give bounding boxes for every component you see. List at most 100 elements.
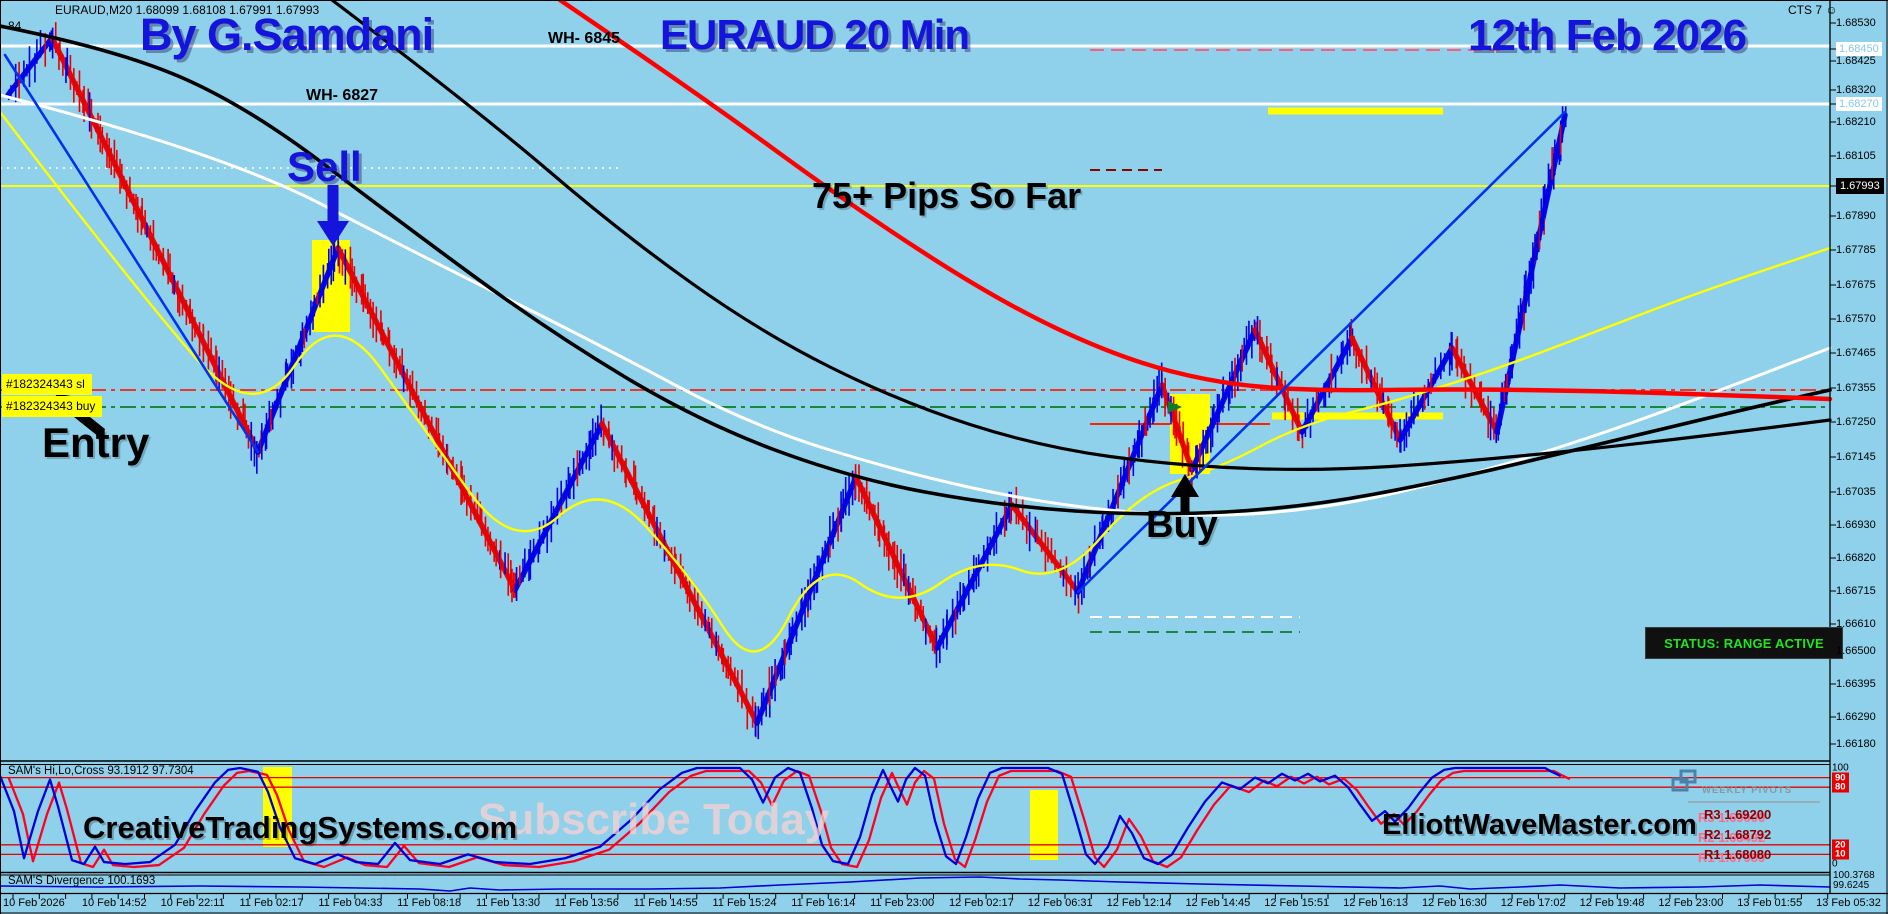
black-ma-fast — [330, 0, 1832, 471]
time-tick-label: 11 Feb 04:33 — [318, 897, 383, 909]
time-tick-label: 11 Feb 02:17 — [239, 897, 304, 909]
entry-annotation: Entry — [42, 419, 150, 466]
sell-annotation: Sell — [287, 143, 362, 190]
buy-arrow-icon — [1171, 474, 1199, 515]
author-byline: By G.Samdani — [140, 9, 434, 60]
price-tick-label: 1.68425 — [1836, 55, 1876, 67]
time-tick-label: 12 Feb 19:48 — [1579, 897, 1645, 909]
price-tick-label: 1.66820 — [1836, 552, 1876, 564]
pivot-row-r2: R2 1.68492 R2 1.68792 — [1698, 827, 1830, 845]
subscribe-watermark: Subscribe Today — [478, 795, 830, 844]
pivot-r1-weekly: R1 1.67989 — [1698, 850, 1766, 865]
oscillator-scale-label: 10 — [1832, 848, 1849, 860]
order-sl-label: #182324343 sl — [2, 374, 92, 395]
time-tick-label: 12 Feb 23:00 — [1658, 897, 1724, 909]
oscillator-scale-label: 100 — [1832, 762, 1849, 774]
time-tick-label: 11 Feb 13:30 — [475, 897, 540, 909]
pips-annotation: 75+ Pips So Far — [812, 175, 1082, 216]
time-tick-label: 12 Feb 16:13 — [1343, 897, 1408, 909]
black-ma-slow — [0, 24, 1832, 516]
time-tick-label: 10 Feb 2026 — [3, 897, 65, 909]
time-tick-label: 12 Feb 16:30 — [1421, 897, 1487, 909]
price-tick-label: 1.66715 — [1836, 585, 1876, 597]
pivot-row-r1: R1 1.67989 R1 1.68080 — [1698, 847, 1830, 865]
price-tick-label: 1.66180 — [1836, 738, 1876, 750]
time-tick-label: 13 Feb 01:55 — [1737, 897, 1803, 909]
price-tick-label: 1.68210 — [1836, 116, 1876, 128]
oscillator-scale-label: 80 — [1832, 781, 1849, 793]
pivot-r2-daily: R2 1.68792 — [1704, 827, 1772, 842]
bar-count: 84 — [8, 19, 22, 33]
weekly-high-6827-label: WH- 6827 — [306, 87, 379, 104]
red-ma — [557, 0, 1833, 402]
chart-title: EURAUD 20 Min — [660, 11, 970, 58]
price-tick-label: 1.66290 — [1836, 711, 1876, 723]
brand-left-text: CreativeTradingSystems.com — [83, 810, 518, 845]
candles — [5, 22, 1568, 740]
price-tick-label: 1.68530 — [1836, 17, 1876, 29]
price-tick-label: 1.68450 — [1836, 42, 1882, 56]
pages-icon[interactable] — [1671, 769, 1697, 793]
sell-arrow-icon — [317, 185, 349, 246]
price-tick-label: 1.67465 — [1836, 347, 1876, 359]
price-tick-label: 1.67993 — [1836, 178, 1884, 194]
pivot-row-r3: R3 1.69000 R3 1.69200 — [1698, 807, 1830, 825]
pivot-r3-daily: R3 1.69200 — [1704, 807, 1772, 822]
pivot-header: WEEKLY PIVOTS — [1702, 785, 1793, 796]
price-tick-label: 1.66930 — [1836, 519, 1876, 531]
time-tick-label: 11 Feb 16:14 — [791, 897, 856, 909]
status-banner: STATUS: RANGE ACTIVE — [1645, 627, 1843, 659]
time-tick-label: 11 Feb 14:55 — [633, 897, 698, 909]
time-tick-label: 12 Feb 12:14 — [1106, 897, 1172, 909]
time-tick-label: 11 Feb 15:24 — [712, 897, 777, 909]
yellow-ma — [0, 110, 1832, 653]
white-ma — [0, 93, 1832, 517]
cts-text: CTS 7 — [1788, 3, 1823, 17]
price-tick-label: 1.68105 — [1836, 150, 1876, 162]
price-tick-label: 1.68270 — [1836, 97, 1882, 111]
oscillator-scale-label: 90 — [1832, 772, 1849, 784]
time-tick-label: 12 Feb 02:17 — [948, 897, 1014, 909]
time-tick-label: 11 Feb 13:56 — [554, 897, 619, 909]
oscillator-signal-zone-1 — [263, 767, 292, 847]
time-tick-label: 10 Feb 14:52 — [81, 897, 147, 909]
brand-right-text: ElliottWaveMaster.com — [1382, 809, 1697, 841]
oscillator-waves — [0, 766, 1571, 869]
divergence-title: SAM'S Divergence 100.1693 — [8, 875, 156, 887]
time-tick-label: 12 Feb 17:02 — [1500, 897, 1566, 909]
divergence-line — [0, 876, 1831, 892]
price-tick-label: 1.67890 — [1836, 210, 1876, 222]
cts-indicator-label: CTS 7 ☺ — [1788, 4, 1838, 16]
order-buy-label: #182324343 buy — [2, 396, 103, 417]
price-tick-label: 1.67145 — [1836, 451, 1876, 463]
price-tick-label: 1.68320 — [1836, 84, 1876, 96]
pivot-r3-weekly: R3 1.69000 — [1698, 810, 1766, 825]
price-tick-label: 1.66610 — [1836, 618, 1876, 630]
price-tick-label: 1.66395 — [1836, 678, 1876, 690]
price-tick-label: 1.66500 — [1836, 645, 1876, 657]
chart-date: 12th Feb 2026 — [1468, 11, 1747, 60]
pivot-r2-weekly: R2 1.68492 — [1698, 830, 1766, 845]
price-tick-label: 1.67570 — [1836, 313, 1876, 325]
time-tick-label: 12 Feb 06:31 — [1027, 897, 1093, 909]
time-tick-label: 12 Feb 14:45 — [1185, 897, 1251, 909]
weekly-high-6845-label: WH- 6845 — [548, 30, 621, 47]
oscillator-title: SAM's Hi,Lo,Cross 93.1912 97.7304 — [8, 765, 194, 777]
trendline-1 — [3, 53, 260, 454]
divergence-value-low: 99.6245 — [1833, 880, 1870, 891]
price-tick-label: 1.67675 — [1836, 279, 1876, 291]
oscillator-signal-zone-2 — [1030, 790, 1058, 860]
pivot-r1-daily: R1 1.68080 — [1704, 847, 1772, 862]
trendline-2 — [1076, 110, 1567, 594]
time-tick-label: 12 Feb 15:51 — [1264, 897, 1330, 909]
oscillator-scale-label: 20 — [1832, 839, 1849, 851]
time-tick-label: 13 Feb 05:32 — [1816, 897, 1881, 909]
price-tick-label: 1.67250 — [1836, 416, 1876, 428]
symbol-ohlc-readout: EURAUD,M20 1.68099 1.68108 1.67991 1.679… — [55, 3, 320, 17]
price-tick-label: 1.67785 — [1836, 244, 1876, 256]
time-tick-label: 10 Feb 22:11 — [160, 897, 225, 909]
time-tick-label: 11 Feb 08:18 — [397, 897, 462, 909]
trade-entry-arrow-icon — [1168, 401, 1182, 413]
